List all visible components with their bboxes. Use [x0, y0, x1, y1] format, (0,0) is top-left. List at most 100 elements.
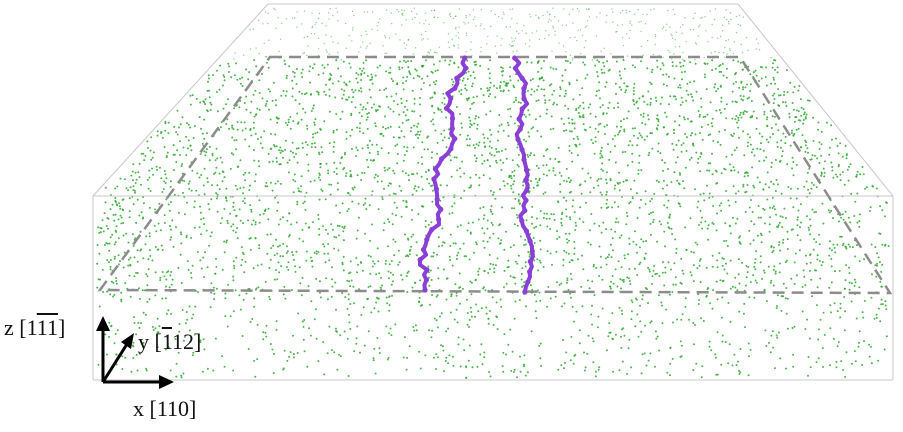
atom-point	[360, 90, 363, 93]
atom-point	[355, 257, 358, 259]
atom-point	[341, 263, 344, 266]
atom-point	[259, 213, 262, 216]
atom-point	[732, 216, 734, 219]
atom-point	[106, 242, 109, 245]
atom-point	[216, 110, 219, 113]
atom-point	[406, 272, 409, 274]
atom-point	[356, 149, 359, 152]
atom-point	[448, 128, 450, 131]
atom-point	[658, 349, 661, 352]
atom-point	[568, 191, 571, 194]
atom-point	[289, 351, 292, 354]
atom-point	[465, 365, 467, 368]
atom-point	[766, 198, 769, 201]
atom-point	[638, 263, 641, 266]
atom-point	[475, 241, 477, 244]
atom-point	[212, 173, 215, 175]
atom-point	[615, 60, 618, 63]
atom-point	[605, 171, 608, 174]
atom-point	[295, 83, 298, 85]
atom-point	[385, 52, 388, 54]
atom-point	[663, 204, 666, 207]
atom-point	[288, 212, 291, 215]
atom-point	[779, 357, 782, 360]
atom-point	[442, 92, 445, 95]
atom-point	[460, 93, 463, 96]
atom-point	[465, 255, 468, 258]
atom-point	[576, 40, 578, 42]
atom-point	[581, 115, 584, 118]
atom-point	[835, 360, 838, 363]
atom-point	[667, 226, 670, 229]
atom-point	[265, 335, 268, 338]
atom-point	[286, 219, 289, 222]
atom-point	[438, 46, 440, 48]
atom-point	[502, 11, 505, 14]
atom-point	[564, 361, 566, 364]
atom-point	[566, 60, 569, 63]
atom-point	[337, 52, 339, 54]
atom-point	[358, 111, 361, 114]
atom-point	[261, 73, 263, 75]
atom-point	[733, 132, 735, 135]
atom-point	[488, 268, 491, 270]
atom-point	[486, 227, 489, 230]
atom-point	[884, 215, 886, 218]
atom-point	[455, 294, 458, 297]
atom-point	[709, 162, 712, 165]
atom-point	[556, 281, 558, 284]
atom-point	[303, 10, 306, 12]
atom-point	[718, 109, 721, 111]
atom-point	[655, 179, 658, 182]
atom-point	[387, 126, 390, 129]
atom-point	[403, 135, 406, 138]
atom-point	[649, 81, 652, 84]
atom-point	[565, 208, 567, 211]
atom-point	[759, 232, 762, 235]
atom-point	[333, 161, 336, 164]
atom-point	[680, 71, 683, 74]
atom-point	[618, 189, 621, 192]
atom-point	[729, 163, 731, 166]
atom-point	[140, 211, 143, 214]
atom-point	[646, 39, 649, 42]
atom-point	[437, 17, 439, 19]
atom-point	[572, 362, 575, 365]
atom-point	[403, 336, 406, 339]
atom-point	[623, 257, 626, 260]
atom-point	[232, 223, 235, 226]
atom-point	[805, 215, 808, 218]
atom-point	[505, 26, 508, 28]
atom-point	[739, 348, 742, 350]
atom-point	[325, 25, 327, 27]
z-axis-label: z [111]	[4, 315, 66, 340]
atom-point	[127, 264, 130, 267]
atom-point	[750, 151, 753, 154]
atom-point	[109, 259, 112, 261]
atom-point	[436, 141, 439, 144]
atom-point	[225, 241, 228, 244]
atom-point	[250, 134, 253, 137]
atom-point	[659, 152, 662, 155]
atom-point	[359, 67, 361, 70]
atom-point	[838, 269, 841, 272]
atom-point	[215, 265, 218, 268]
atom-point	[398, 136, 401, 139]
atom-point	[605, 349, 608, 352]
atom-point	[640, 20, 642, 23]
atom-point	[524, 43, 527, 45]
atom-point	[671, 37, 674, 39]
atom-point	[310, 260, 313, 263]
atom-point	[761, 277, 764, 280]
atom-point	[536, 181, 539, 184]
atom-point	[605, 257, 607, 260]
atom-point	[344, 175, 347, 177]
atom-point	[264, 11, 267, 13]
atom-point	[735, 81, 738, 83]
atom-point	[367, 254, 370, 257]
atom-point	[304, 141, 307, 144]
atom-point	[270, 247, 273, 250]
atom-point	[876, 252, 879, 255]
atom-point	[359, 122, 362, 125]
atom-point	[665, 29, 667, 32]
